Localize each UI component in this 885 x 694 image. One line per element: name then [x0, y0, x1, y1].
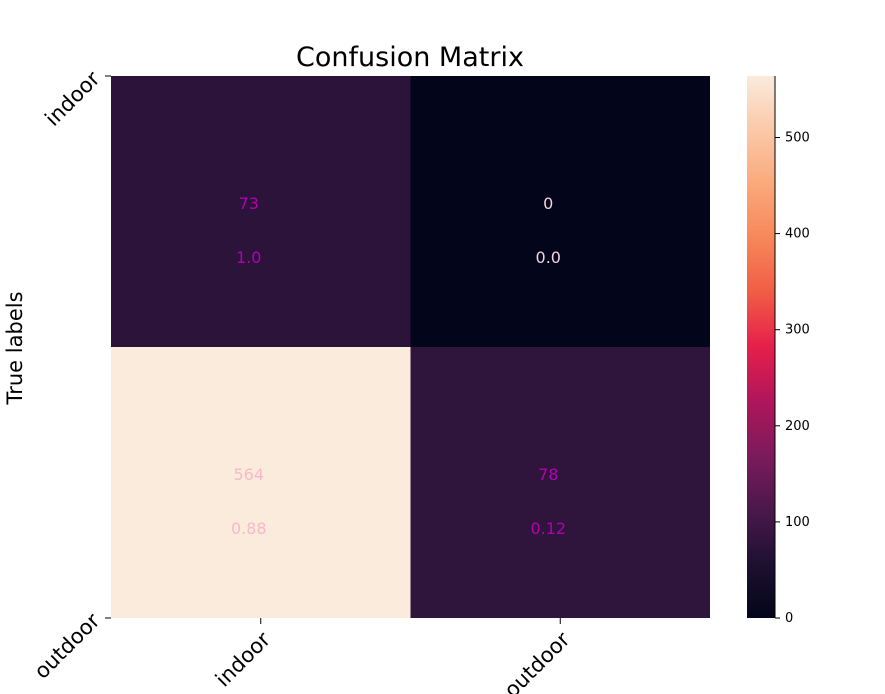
y-axis-ticks: indoor outdoor [30, 66, 111, 684]
heatmap-cell-r0-c0 [111, 76, 411, 347]
colorbar-tick-label-4: 400 [785, 227, 810, 242]
cell-ratio-label-r1-c0: 0.88 [231, 519, 267, 538]
y-tick-label-0: indoor [40, 66, 104, 130]
y-axis-label: True labels [3, 291, 27, 405]
x-tick-label-1: outdoor [500, 627, 575, 694]
colorbar-tick-label-5: 500 [785, 131, 810, 146]
cell-ratio-label-r0-c0: 1.0 [236, 248, 261, 267]
y-tick-label-1: outdoor [30, 608, 105, 683]
cell-ratio-label-r1-c1: 0.12 [530, 519, 566, 538]
colorbar: 0 100 200 300 400 500 [747, 76, 810, 626]
colorbar-tick-label-1: 100 [785, 515, 810, 530]
cell-count-label-r0-c1: 0 [543, 194, 553, 213]
colorbar-tick-label-0: 0 [785, 611, 793, 626]
heatmap-cell-r1-c1 [410, 347, 710, 618]
heatmap-cell-r1-c0 [111, 347, 411, 618]
chart-title: Confusion Matrix [296, 42, 524, 73]
x-axis-ticks: indoor outdoor [211, 618, 575, 694]
heatmap-cell-r0-c1 [410, 76, 710, 347]
colorbar-scale [747, 76, 775, 618]
cell-ratio-label-r0-c1: 0.0 [536, 248, 561, 267]
cell-count-label-r0-c0: 73 [239, 194, 259, 213]
heatmap [111, 76, 710, 618]
cell-count-label-r1-c0: 564 [233, 465, 264, 484]
cell-labels: 73 1.0 0 0.0 564 0.88 78 0.12 [231, 194, 566, 538]
x-tick-label-0: indoor [211, 627, 275, 691]
cell-count-label-r1-c1: 78 [538, 465, 558, 484]
colorbar-tick-label-3: 300 [785, 323, 810, 338]
colorbar-tick-label-2: 200 [785, 419, 810, 434]
